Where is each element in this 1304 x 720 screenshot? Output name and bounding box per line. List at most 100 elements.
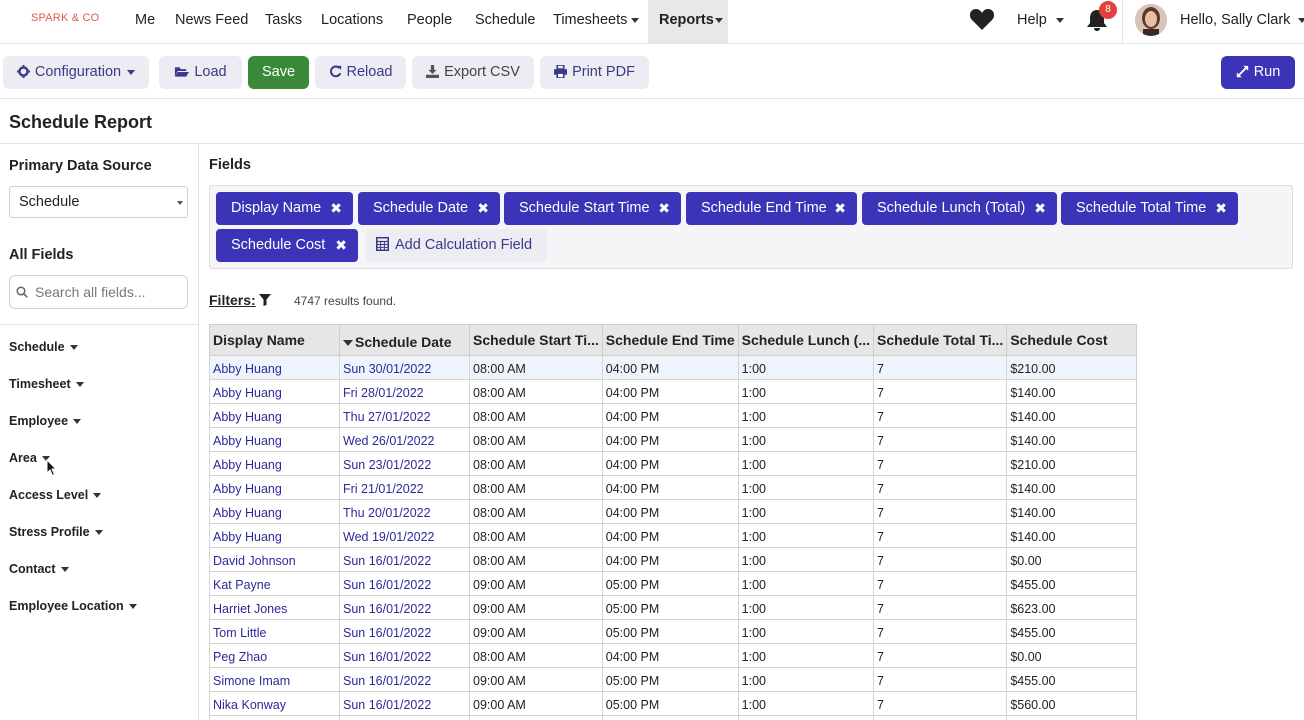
table-row[interactable]: Abby Huang Wed 26/01/2022 08:00 AM 04:00 PM…	[209, 427, 1138, 452]
cell-schedule-date[interactable]	[339, 715, 470, 720]
cell-display-name[interactable]: Abby Huang	[209, 451, 340, 476]
close-icon[interactable]: ✖	[330, 200, 342, 216]
field-chip-schedule-lunch[interactable]: Schedule Lunch (Total) ✖	[862, 192, 1057, 225]
cell-display-name[interactable]: Kat Payne	[209, 571, 340, 596]
field-chip-schedule-total-time[interactable]: Schedule Total Time ✖	[1061, 192, 1238, 225]
column-header-start-time[interactable]: Schedule Start Ti...	[469, 324, 603, 356]
cell-display-name[interactable]	[209, 715, 340, 720]
cell-schedule-date[interactable]: Fri 21/01/2022	[339, 475, 470, 500]
add-calculation-field-button[interactable]: Add Calculation Field	[366, 229, 548, 262]
load-button[interactable]: Load	[159, 56, 242, 89]
table-row[interactable]: Abby Huang Thu 20/01/2022 08:00 AM 04:00 PM…	[209, 499, 1138, 524]
avatar[interactable]	[1135, 4, 1167, 36]
cell-display-name[interactable]: Abby Huang	[209, 523, 340, 548]
heart-icon[interactable]	[969, 8, 995, 32]
user-menu[interactable]: Hello, Sally Clark	[1180, 0, 1304, 43]
category-employee[interactable]: Employee	[9, 414, 82, 428]
cell-display-name[interactable]: Abby Huang	[209, 355, 340, 380]
table-row[interactable]: Abby Huang Fri 21/01/2022 08:00 AM 04:00 PM…	[209, 475, 1138, 500]
cell-display-name[interactable]: Abby Huang	[209, 499, 340, 524]
column-header-cost[interactable]: Schedule Cost	[1006, 324, 1138, 356]
table-row[interactable]: Simone Imam Sun 16/01/2022 09:00 AM 05:00 P…	[209, 667, 1138, 692]
close-icon[interactable]: ✖	[834, 200, 846, 216]
table-row[interactable]: Abby Huang Fri 28/01/2022 08:00 AM 04:00 PM…	[209, 379, 1138, 404]
field-chip-schedule-start-time[interactable]: Schedule Start Time ✖	[504, 192, 681, 225]
cell-display-name[interactable]: Nika Konway	[209, 691, 340, 716]
primary-data-source-select[interactable]: Schedule	[9, 186, 188, 218]
reload-button[interactable]: Reload	[315, 56, 406, 89]
category-contact[interactable]: Contact	[9, 562, 69, 576]
cell-display-name[interactable]: Abby Huang	[209, 403, 340, 428]
cell-schedule-date[interactable]: Thu 20/01/2022	[339, 499, 470, 524]
nav-me[interactable]: Me	[135, 12, 156, 28]
category-timesheet[interactable]: Timesheet	[9, 377, 84, 391]
cell-schedule-date[interactable]: Thu 27/01/2022	[339, 403, 470, 428]
nav-reports[interactable]: Reports	[648, 0, 728, 43]
column-header-schedule-date[interactable]: Schedule Date	[339, 324, 470, 356]
table-row[interactable]: Nika Konway Sun 16/01/2022 09:00 AM 05:00 P…	[209, 691, 1138, 716]
cell-display-name[interactable]: Abby Huang	[209, 427, 340, 452]
table-row[interactable]: David Johnson Sun 16/01/2022 08:00 AM 04:00…	[209, 547, 1138, 572]
cell-schedule-date[interactable]: Fri 28/01/2022	[339, 379, 470, 404]
cell-schedule-date[interactable]: Sun 23/01/2022	[339, 451, 470, 476]
table-row[interactable]: Abby Huang Thu 27/01/2022 08:00 AM 04:00 PM…	[209, 403, 1138, 428]
table-row[interactable]	[209, 715, 1138, 720]
close-icon[interactable]: ✖	[335, 237, 347, 253]
category-stress-profile[interactable]: Stress Profile	[9, 525, 103, 539]
cell-display-name[interactable]: Tom Little	[209, 619, 340, 644]
nav-tasks[interactable]: Tasks	[265, 12, 303, 28]
cell-display-name[interactable]: Peg Zhao	[209, 643, 340, 668]
close-icon[interactable]: ✖	[1215, 200, 1227, 216]
cell-schedule-date[interactable]: Sun 16/01/2022	[339, 667, 470, 692]
field-chip-schedule-end-time[interactable]: Schedule End Time ✖	[686, 192, 857, 225]
nav-timesheets[interactable]: Timesheets	[553, 0, 640, 43]
table-row[interactable]: Abby Huang Sun 30/01/2022 08:00 AM 04:00 PM…	[209, 355, 1138, 380]
cell-schedule-date[interactable]: Sun 16/01/2022	[339, 547, 470, 572]
table-row[interactable]: Harriet Jones Sun 16/01/2022 09:00 AM 05:00…	[209, 595, 1138, 620]
save-button[interactable]: Save	[248, 56, 309, 89]
cell-display-name[interactable]: Abby Huang	[209, 379, 340, 404]
cell-schedule-date[interactable]: Sun 16/01/2022	[339, 643, 470, 668]
table-row[interactable]: Abby Huang Sun 23/01/2022 08:00 AM 04:00 PM…	[209, 451, 1138, 476]
run-button[interactable]: Run	[1221, 56, 1295, 89]
cell-display-name[interactable]: Abby Huang	[209, 475, 340, 500]
cell-display-name[interactable]: Harriet Jones	[209, 595, 340, 620]
category-employee-location[interactable]: Employee Location	[9, 599, 137, 613]
nav-help[interactable]: Help	[1017, 0, 1064, 43]
export-csv-button[interactable]: Export CSV	[412, 56, 534, 89]
close-icon[interactable]: ✖	[477, 200, 489, 216]
category-area[interactable]: Area	[9, 451, 50, 465]
cell-schedule-date[interactable]: Wed 19/01/2022	[339, 523, 470, 548]
print-pdf-button[interactable]: Print PDF	[540, 56, 649, 89]
nav-schedule[interactable]: Schedule	[475, 12, 536, 28]
nav-people[interactable]: People	[407, 12, 453, 28]
column-header-display-name[interactable]: Display Name	[209, 324, 340, 356]
column-header-total-time[interactable]: Schedule Total Ti...	[873, 324, 1008, 356]
cell-schedule-date[interactable]: Sun 16/01/2022	[339, 691, 470, 716]
close-icon[interactable]: ✖	[658, 200, 670, 216]
table-row[interactable]: Peg Zhao Sun 16/01/2022 08:00 AM 04:00 PM 1:…	[209, 643, 1138, 668]
cell-display-name[interactable]: David Johnson	[209, 547, 340, 572]
field-chip-schedule-cost[interactable]: Schedule Cost ✖	[216, 229, 358, 262]
cell-display-name[interactable]: Simone Imam	[209, 667, 340, 692]
cell-schedule-date[interactable]: Sun 30/01/2022	[339, 355, 470, 380]
field-chip-schedule-date[interactable]: Schedule Date ✖	[358, 192, 500, 225]
table-row[interactable]: Abby Huang Wed 19/01/2022 08:00 AM 04:00 PM…	[209, 523, 1138, 548]
nav-locations[interactable]: Locations	[321, 12, 384, 28]
field-chip-display-name[interactable]: Display Name ✖	[216, 192, 353, 225]
close-icon[interactable]: ✖	[1034, 200, 1046, 216]
nav-news-feed[interactable]: News Feed	[175, 12, 249, 28]
cell-schedule-date[interactable]: Wed 26/01/2022	[339, 427, 470, 452]
table-row[interactable]: Tom Little Sun 16/01/2022 09:00 AM 05:00 PM…	[209, 619, 1138, 644]
configuration-button[interactable]: Configuration	[3, 56, 149, 89]
search-fields-input[interactable]	[35, 282, 183, 302]
table-row[interactable]: Kat Payne Sun 16/01/2022 09:00 AM 05:00 PM 1…	[209, 571, 1138, 596]
column-header-lunch[interactable]: Schedule Lunch (...	[737, 324, 875, 356]
filter-icon[interactable]	[259, 294, 271, 306]
filters-toggle[interactable]: Filters:	[209, 292, 256, 308]
cell-schedule-date[interactable]: Sun 16/01/2022	[339, 619, 470, 644]
column-header-end-time[interactable]: Schedule End Time	[601, 324, 739, 356]
cell-schedule-date[interactable]: Sun 16/01/2022	[339, 571, 470, 596]
category-schedule[interactable]: Schedule	[9, 340, 78, 354]
cell-schedule-date[interactable]: Sun 16/01/2022	[339, 595, 470, 620]
